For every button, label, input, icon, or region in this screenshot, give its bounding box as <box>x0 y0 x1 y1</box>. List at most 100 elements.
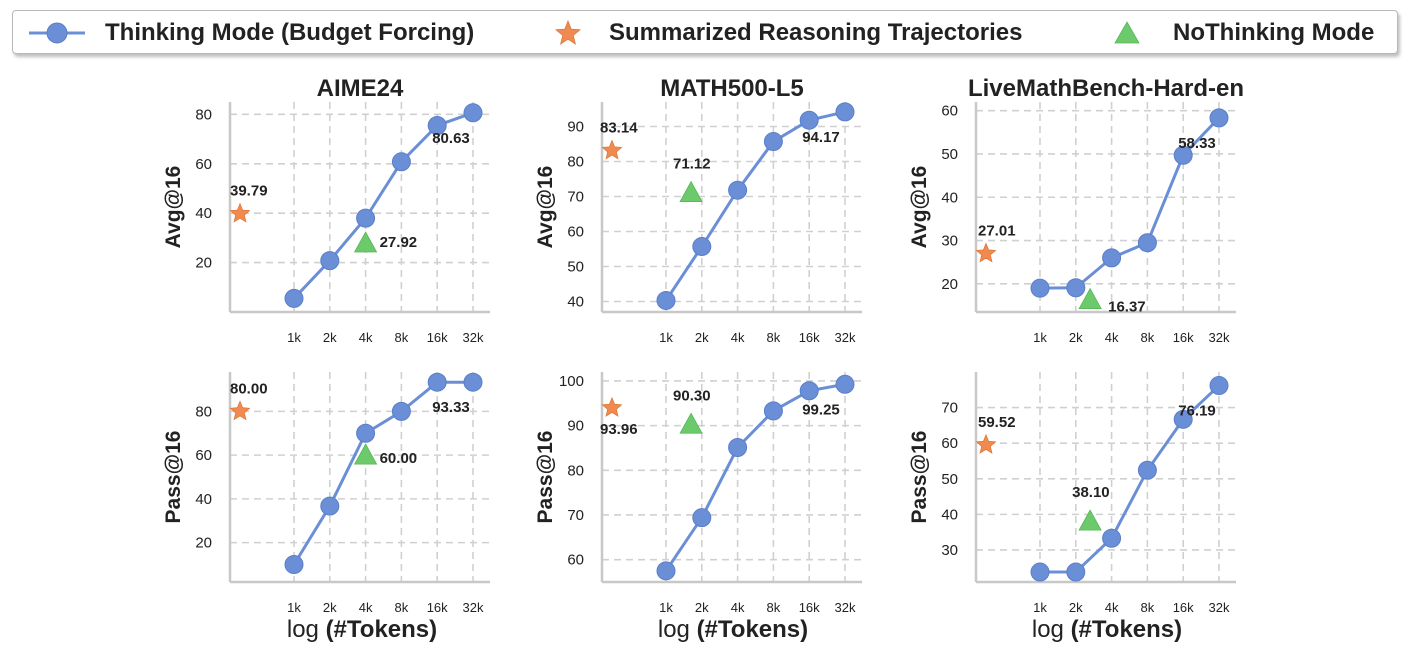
chart-title: AIME24 <box>317 75 404 102</box>
y-axis-label: Pass@16 <box>908 431 931 524</box>
data-point-thinking <box>463 372 483 392</box>
x-tick-label: 8k <box>395 600 409 615</box>
legend-item-summarized: Summarized Reasoning Trajectories <box>553 11 1022 55</box>
data-point-thinking <box>320 251 340 271</box>
x-tick-label: 32k <box>835 600 856 615</box>
y-tick-label: 80 <box>567 462 584 479</box>
data-point-thinking <box>692 508 712 528</box>
x-tick-label: 8k <box>767 600 781 615</box>
x-tick-label: 4k <box>359 600 373 615</box>
data-point-thinking <box>284 288 304 308</box>
x-tick-label: 32k <box>1209 330 1230 345</box>
x-tick-label: 16k <box>799 600 820 615</box>
data-point-thinking <box>728 438 748 458</box>
x-tick-label: 16k <box>1173 330 1194 345</box>
legend: Thinking Mode (Budget Forcing) Summarize… <box>12 10 1398 54</box>
y-tick-label: 60 <box>195 156 212 173</box>
data-point-nothinking <box>1078 287 1102 309</box>
legend-label-summarized: Summarized Reasoning Trajectories <box>609 19 1023 46</box>
x-tick-label: 2k <box>323 600 337 615</box>
data-label-thinking-last: 99.25 <box>802 401 840 418</box>
x-tick-label: 8k <box>395 330 409 345</box>
data-label-thinking-last: 80.63 <box>432 130 470 147</box>
y-axis-label: Avg@16 <box>908 166 931 249</box>
data-label-summarized: 27.01 <box>978 223 1016 240</box>
data-point-summarized <box>601 139 623 160</box>
x-tick-label: 2k <box>695 330 709 345</box>
data-point-thinking <box>1030 278 1050 298</box>
x-tick-label: 1k <box>1033 600 1047 615</box>
data-point-thinking <box>1102 248 1122 268</box>
y-tick-label: 90 <box>567 119 584 136</box>
data-point-summarized <box>975 433 997 454</box>
x-tick-label: 2k <box>1069 330 1083 345</box>
x-tick-label: 16k <box>427 330 448 345</box>
y-tick-label: 60 <box>941 103 958 120</box>
y-tick-label: 30 <box>941 233 958 250</box>
x-axis-label-bold: (#Tokens) <box>325 616 438 643</box>
data-point-thinking <box>656 561 676 581</box>
x-tick-label: 2k <box>323 330 337 345</box>
data-point-thinking <box>1137 460 1157 480</box>
data-point-nothinking <box>1078 509 1102 531</box>
data-label-nothinking: 16.37 <box>1108 299 1146 316</box>
data-point-summarized <box>601 396 623 417</box>
data-point-nothinking <box>353 443 378 465</box>
triangle-icon <box>1114 21 1140 44</box>
y-axis-label: Pass@16 <box>534 431 557 524</box>
data-point-thinking <box>1209 376 1229 396</box>
data-point-summarized <box>975 242 997 263</box>
x-tick-label: 8k <box>1141 330 1155 345</box>
y-tick-label: 20 <box>941 276 958 293</box>
x-tick-label: 8k <box>767 330 781 345</box>
data-label-thinking-last: 58.33 <box>1178 135 1216 152</box>
data-label-summarized: 80.00 <box>230 380 268 397</box>
x-tick-label: 32k <box>463 330 484 345</box>
y-tick-label: 70 <box>941 400 958 417</box>
y-axis-label: Avg@16 <box>534 166 557 249</box>
data-label-summarized: 59.52 <box>978 414 1016 431</box>
y-tick-label: 80 <box>567 154 584 171</box>
data-point-thinking <box>799 381 819 401</box>
x-axis-label-1: log (#Tokens) <box>287 616 437 644</box>
data-label-nothinking: 60.00 <box>380 450 418 467</box>
data-point-summarized <box>229 202 251 223</box>
data-point-thinking <box>356 208 376 228</box>
y-tick-label: 50 <box>941 146 958 163</box>
data-point-thinking <box>799 110 819 130</box>
data-point-thinking <box>1030 562 1050 582</box>
x-axis-label-2: log (#Tokens) <box>658 616 808 644</box>
y-tick-label: 40 <box>195 205 212 222</box>
legend-item-thinking: Thinking Mode (Budget Forcing) <box>27 11 474 55</box>
x-tick-label: 4k <box>731 600 745 615</box>
x-tick-label: 1k <box>659 600 673 615</box>
data-point-thinking <box>763 401 783 421</box>
x-tick-label: 1k <box>1033 330 1047 345</box>
data-point-thinking <box>284 555 304 574</box>
y-tick-label: 100 <box>559 373 584 390</box>
chart-title: LiveMathBench-Hard-en <box>968 75 1244 102</box>
x-tick-label: 16k <box>1173 600 1194 615</box>
data-point-thinking <box>1209 108 1229 128</box>
legend-item-nothinking: NoThinking Mode <box>1111 11 1374 55</box>
x-axis-label-prefix: log <box>657 616 690 643</box>
data-point-summarized <box>229 400 251 421</box>
data-point-thinking <box>692 237 712 257</box>
data-point-thinking <box>320 496 340 516</box>
data-point-thinking <box>835 374 855 394</box>
data-label-thinking-last: 93.33 <box>432 399 470 416</box>
y-tick-label: 40 <box>567 294 584 311</box>
y-axis-label: Pass@16 <box>162 431 185 524</box>
y-tick-label: 80 <box>195 106 212 123</box>
y-tick-label: 60 <box>567 552 584 569</box>
x-axis-label-3: log (#Tokens) <box>1032 616 1182 644</box>
x-tick-label: 4k <box>1105 600 1119 615</box>
x-tick-label: 4k <box>731 330 745 345</box>
y-tick-label: 60 <box>195 447 212 464</box>
data-point-nothinking <box>679 412 703 434</box>
data-label-summarized: 93.96 <box>600 421 638 438</box>
x-tick-label: 8k <box>1141 600 1155 615</box>
x-tick-label: 32k <box>463 600 484 615</box>
y-tick-label: 40 <box>941 189 958 206</box>
line-marker-icon <box>29 22 85 44</box>
